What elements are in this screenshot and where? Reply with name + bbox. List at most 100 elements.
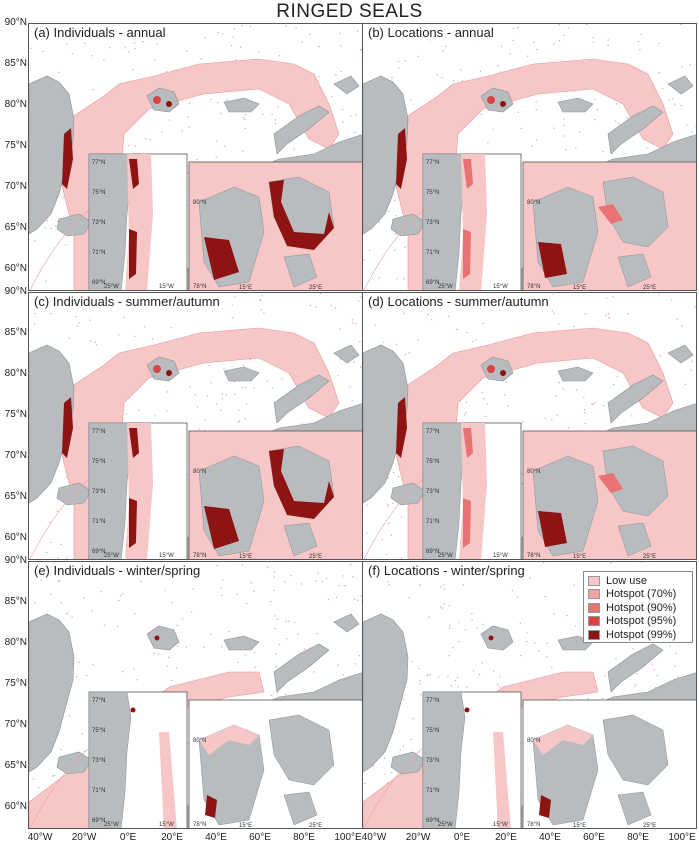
inset-lon-label: 25°E (643, 285, 656, 291)
inset-hotspot (129, 229, 137, 279)
novaya-zemlya-landmass (273, 105, 330, 155)
latitude-tick-label: 90°N (4, 17, 27, 28)
latitude-tick-label: 70°N (4, 450, 27, 461)
iceland-landmass (56, 482, 92, 506)
inset-hotspot (463, 229, 471, 279)
panel-label: (d) Locations - summer/autumn (366, 294, 551, 310)
arctic-map: 77°N 75°N 73°N 71°N 69°N25°W 15°W 80°N 78°N 15°E… (363, 293, 696, 560)
panel-label: (c) Individuals - summer/autumn (32, 294, 222, 310)
inset-lon-label: 25°W (104, 822, 119, 828)
inset-lon-label: 15°E (573, 554, 586, 560)
longitude-tick-label: 40°E (539, 832, 561, 843)
legend-swatch (588, 575, 600, 586)
latitude-tick-label: 75°N (4, 678, 27, 689)
legend-swatch (588, 602, 600, 613)
inset-hotspot (204, 237, 239, 280)
inset-lat-label: 73°N (426, 220, 439, 226)
legend-item-hotspot-70: Hotspot (70%) (588, 588, 688, 602)
inset-low-use (533, 725, 593, 755)
hotspot-svalbard (487, 96, 495, 104)
latitude-tick-label: 80°N (4, 368, 27, 379)
hotspot-greenland-coast (396, 128, 407, 189)
inset-island-northeast (268, 714, 335, 786)
main-map-hotspots (396, 365, 506, 458)
hotspot-svalbard (166, 370, 172, 376)
map-panel-individuals-summer: 77°N 75°N 73°N 71°N 69°N 25°W 15°W 80°N 78°N 15°E… (28, 292, 363, 560)
map-panel-individuals-winter: 77°N 75°N 73°N 71°N 69°N 25°W 15°W 80°N 78°N 15°E… (28, 561, 363, 829)
franz-josef-land (223, 635, 260, 651)
latitude-tick-label: 65°N (4, 760, 27, 771)
legend-label: Hotspot (90%) (606, 601, 677, 614)
inset-greenland: 77°N 75°N 73°N 71°N 69°N25°W 15°W (88, 691, 188, 828)
arctic-map: 77°N 75°N 73°N 71°N 69°N25°W 15°W 80°N 78°N 15°E… (29, 562, 362, 829)
iceland-landmass (390, 213, 426, 237)
inset-lon-label: 15°E (573, 823, 586, 829)
inset-lon-label: 25°E (643, 823, 656, 829)
inset-hotspot (269, 180, 334, 250)
inset-hotspot (464, 707, 470, 713)
inset-lat-label: 78°N (527, 284, 540, 290)
inset-low-use (199, 725, 259, 755)
inset-lat-label: 71°N (92, 250, 105, 256)
inset-island-south (283, 522, 318, 557)
legend-label: Hotspot (70%) (606, 588, 677, 601)
legend-item-low-use: Low use (588, 574, 688, 588)
latitude-tick-label: 65°N (4, 491, 27, 502)
inset-lon-label: 15°W (493, 284, 508, 290)
panel-label: (b) Locations - annual (366, 25, 496, 41)
iceland-landmass (390, 751, 426, 775)
inset-svalbard: 80°N 78°N 15°E 25°E (188, 699, 362, 829)
novaya-zemlya-landmass (607, 105, 664, 155)
inset-lon-label: 25°E (309, 554, 322, 560)
inset-lon-label: 25°E (309, 823, 322, 829)
inset-lat-label: 80°N (527, 469, 540, 475)
inset-greenland: 77°N 75°N 73°N 71°N 69°N25°W 15°W (422, 422, 522, 559)
longitude-tick-label: 0°E (119, 832, 137, 843)
inset-lon-label: 25°W (438, 822, 453, 828)
inset-lon-label: 15°E (239, 554, 252, 560)
inset-hotspot (463, 428, 473, 458)
severnaya-zemlya-landmass (333, 75, 360, 95)
latitude-tick-label: 85°N (4, 327, 27, 338)
inset-lon-label: 25°W (104, 553, 119, 559)
hotspot-greenland-coast (62, 128, 73, 189)
latitude-tick-label: 70°N (4, 181, 27, 192)
arctic-map: 77°N 75°N 73°N 71°N 69°N25°W 15°W 80°N 78°N 15°E… (363, 562, 696, 829)
longitude-tick-label: 40°E (205, 832, 227, 843)
inset-hotspot (598, 473, 623, 493)
inset-lon-label: 25°E (309, 285, 322, 291)
inset-hotspot (205, 795, 217, 818)
novaya-zemlya-landmass (273, 643, 330, 693)
latitude-tick-label: 60°N (4, 532, 27, 543)
inset-lon-label: 25°W (438, 284, 453, 290)
legend-label: Hotspot (99%) (606, 628, 677, 641)
inset-lon-label: 15°W (159, 822, 174, 828)
longitude-tick-label: 80°E (627, 832, 649, 843)
inset-island-south (617, 253, 652, 288)
inset-lat-label: 75°N (426, 728, 439, 734)
inset-hotspot (539, 795, 551, 818)
longitude-tick-label: 40°W (27, 832, 53, 843)
inset-lat-label: 69°N (426, 280, 439, 286)
inset-lat-label: 75°N (92, 728, 105, 734)
inset-lat-label: 69°N (92, 549, 105, 555)
novaya-zemlya-landmass (607, 643, 664, 693)
latitude-tick-label: 60°N (4, 801, 27, 812)
hotspot-greenland-coast (62, 397, 73, 458)
low-use-range (392, 327, 674, 559)
inset-lat-label: 80°N (527, 200, 540, 206)
inset-lon-label: 15°W (159, 553, 174, 559)
greenland-landmass (363, 613, 409, 773)
main-map-hotspots (396, 96, 506, 189)
inset-hotspot (129, 428, 139, 458)
inset-lon-label: 15°E (239, 823, 252, 829)
low-use-range (58, 58, 340, 290)
inset-lat-label: 78°N (193, 822, 206, 828)
hotspot-svalbard (166, 101, 172, 107)
latitude-tick-label: 65°N (4, 222, 27, 233)
inset-island-south (617, 791, 652, 826)
low-use-range (58, 327, 340, 559)
franz-josef-land (557, 366, 594, 382)
longitude-tick-label: 20°W (71, 832, 97, 843)
inset-greenland: 77°N 75°N 73°N 71°N 69°N25°W 15°W (88, 422, 188, 559)
